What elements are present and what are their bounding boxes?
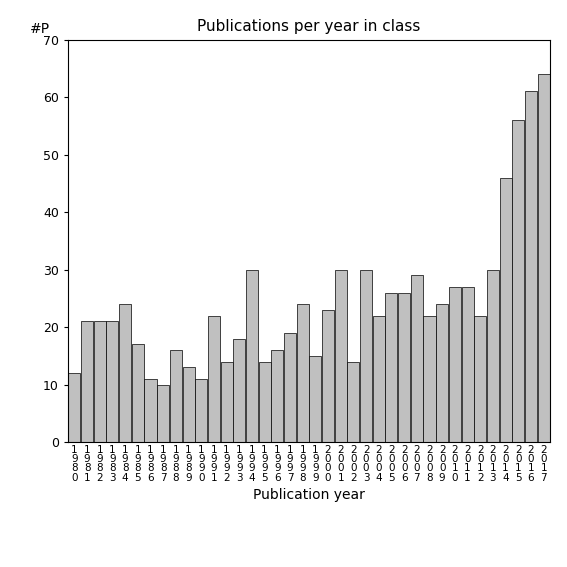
Bar <box>69 373 81 442</box>
Bar <box>107 321 119 442</box>
Bar <box>246 270 258 442</box>
Bar <box>310 356 321 442</box>
Bar <box>81 321 93 442</box>
Bar <box>297 304 308 442</box>
Bar <box>398 293 410 442</box>
X-axis label: Publication year: Publication year <box>253 488 365 502</box>
Bar <box>538 74 549 442</box>
Bar <box>500 177 511 442</box>
Bar <box>436 304 448 442</box>
Bar <box>449 287 461 442</box>
Bar <box>94 321 106 442</box>
Bar <box>525 91 537 442</box>
Bar <box>119 304 131 442</box>
Bar <box>512 120 524 442</box>
Bar <box>322 310 334 442</box>
Bar <box>233 338 246 442</box>
Bar <box>335 270 347 442</box>
Bar <box>183 367 194 442</box>
Bar <box>373 316 385 442</box>
Bar <box>157 385 169 442</box>
Bar <box>259 362 270 442</box>
Bar <box>208 316 220 442</box>
Bar <box>284 333 296 442</box>
Bar <box>221 362 232 442</box>
Bar <box>487 270 499 442</box>
Text: #P: #P <box>29 22 49 36</box>
Bar <box>462 287 473 442</box>
Bar <box>348 362 359 442</box>
Bar <box>411 276 423 442</box>
Bar <box>195 379 207 442</box>
Bar <box>360 270 372 442</box>
Bar <box>132 345 144 442</box>
Title: Publications per year in class: Publications per year in class <box>197 19 421 35</box>
Bar <box>474 316 486 442</box>
Bar <box>271 350 284 442</box>
Bar <box>386 293 397 442</box>
Bar <box>170 350 182 442</box>
Bar <box>424 316 435 442</box>
Bar <box>145 379 156 442</box>
